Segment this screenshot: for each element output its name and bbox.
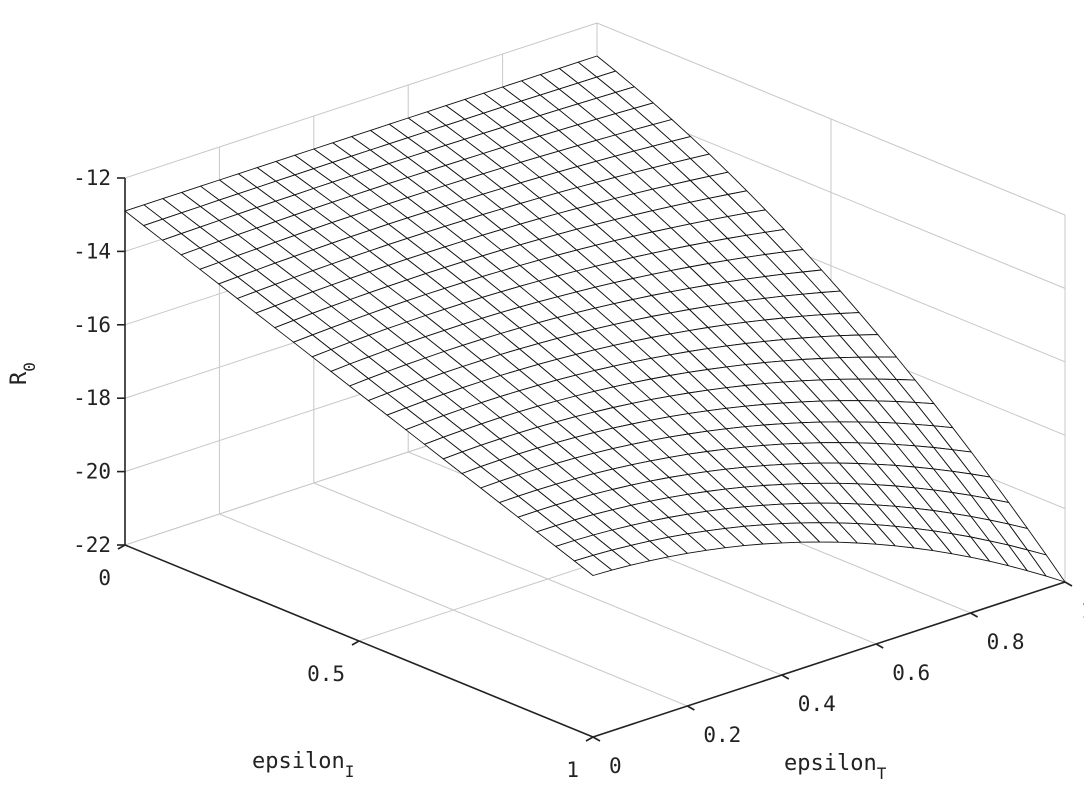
y-tick-label: 0.4 [798, 692, 836, 716]
z-tick-label: -12 [73, 166, 111, 190]
z-tick-label: -16 [73, 313, 111, 337]
z-tick-label: -18 [73, 386, 111, 410]
z-axis-title: R0 [7, 362, 39, 385]
axes [117, 177, 1073, 742]
grid-line-floor [313, 482, 782, 676]
y-axis-title: epsilonT [784, 751, 887, 783]
grid-line-back-wall [124, 22, 598, 179]
y-axis-tick [875, 643, 884, 649]
y-axis-tick [1064, 581, 1073, 587]
x-axis-title: epsilonI [252, 749, 354, 781]
x-tick-label: 0 [98, 566, 111, 590]
y-axis-tick [970, 612, 978, 618]
z-tick-label: -22 [73, 533, 111, 557]
y-tick-label: 0 [609, 754, 622, 778]
z-tick-label: -14 [73, 239, 111, 263]
x-axis-tick [117, 544, 126, 550]
x-axis-tick [585, 736, 594, 742]
y-axis-tick [781, 674, 790, 680]
y-axis-tick [592, 736, 601, 742]
y-tick-label: 0.8 [987, 630, 1025, 654]
x-tick-label: 0.5 [307, 662, 345, 686]
y-tick-label: 1 [1081, 599, 1084, 623]
tick-labels: -22 -20 -18 -16 -14 -12 0 0.5 1 0 0.2 0.4 0.6 0.8 1 [73, 166, 1084, 782]
y-tick-label: 0.2 [703, 723, 741, 747]
y-axis-line [592, 581, 1066, 738]
y-axis-tick [687, 705, 695, 711]
x-axis-tick [351, 640, 360, 646]
x-tick-label: 1 [566, 758, 579, 782]
z-tick-label: -20 [73, 460, 111, 484]
grid-line-floor [219, 513, 688, 707]
y-tick-label: 0.6 [892, 661, 930, 685]
surface-mesh [124, 55, 1066, 583]
mesh-cell [573, 554, 613, 576]
